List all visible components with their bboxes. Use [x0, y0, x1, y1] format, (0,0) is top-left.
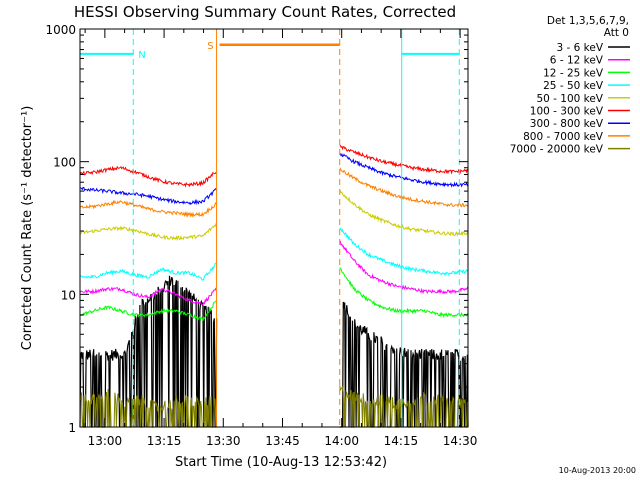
y-axis: 1 10 100 1000: [45, 23, 468, 435]
series-line-pre-5: [79, 165, 218, 188]
x-axis-label: Start Time (10-Aug-13 12:53:42): [175, 455, 387, 470]
plot-frame: [79, 28, 469, 428]
legend-header-line: Det 1,3,5,6,7,9,: [547, 15, 629, 27]
x-tick-label: 14:30: [443, 434, 478, 448]
series-line-post-4: [339, 190, 469, 237]
plot-area: NS: [79, 29, 469, 428]
timestamp-stamp: 10-Aug-2013 20:00: [559, 466, 636, 475]
x-tick-label: 13:30: [206, 434, 241, 448]
night-label: N: [138, 50, 145, 61]
series-line-post-6: [339, 152, 469, 188]
series-layer: [79, 144, 469, 428]
series-line-post-0: [339, 301, 469, 428]
series-line-pre-7: [79, 199, 218, 218]
legend-label: 50 - 100 keV: [536, 93, 603, 105]
series-line-post-2: [339, 267, 469, 319]
saa-label: S: [207, 41, 213, 52]
series-line-post-5: [339, 144, 469, 175]
y-tick-label: 10: [61, 288, 76, 302]
legend-label: 25 - 50 keV: [543, 80, 604, 92]
series-line-post-3: [339, 227, 469, 276]
x-tick-label: 14:15: [384, 434, 419, 448]
legend-label: 7000 - 20000 keV: [510, 144, 604, 156]
series-line-pre-6: [79, 186, 218, 206]
x-tick-label: 13:00: [88, 434, 123, 448]
x-axis: 13:00 13:15 13:30 13:45 14:00 14:15 14:30: [84, 29, 478, 448]
legend-label: 6 - 12 keV: [550, 55, 604, 67]
legend-label: 300 - 800 keV: [530, 118, 604, 130]
x-tick-label: 13:15: [147, 434, 182, 448]
y-tick-label: 100: [53, 156, 76, 170]
x-tick-label: 14:00: [324, 434, 359, 448]
series-line-post-1: [339, 240, 469, 295]
y-tick-label: 1000: [45, 23, 76, 37]
series-line-pre-3: [79, 262, 217, 281]
chart-title: HESSI Observing Summary Count Rates, Cor…: [74, 3, 456, 21]
series-line-pre-1: [79, 286, 217, 306]
series-line-post-8: [339, 385, 469, 428]
x-tick-label: 13:45: [265, 434, 300, 448]
legend-header-line: Att 0: [604, 27, 629, 39]
series-line-post-7: [339, 167, 469, 208]
y-tick-label: 1: [68, 421, 76, 435]
legend-label: 100 - 300 keV: [530, 106, 604, 118]
series-line-pre-0: [79, 275, 218, 428]
legend-label: 12 - 25 keV: [543, 67, 604, 79]
series-line-pre-2: [79, 300, 217, 321]
legend-label: 800 - 7000 keV: [523, 131, 604, 143]
y-axis-label: Corrected Count Rate (s⁻¹ detector⁻¹): [20, 106, 35, 351]
series-line-pre-4: [79, 223, 218, 242]
legend-label: 3 - 6 keV: [556, 42, 603, 54]
